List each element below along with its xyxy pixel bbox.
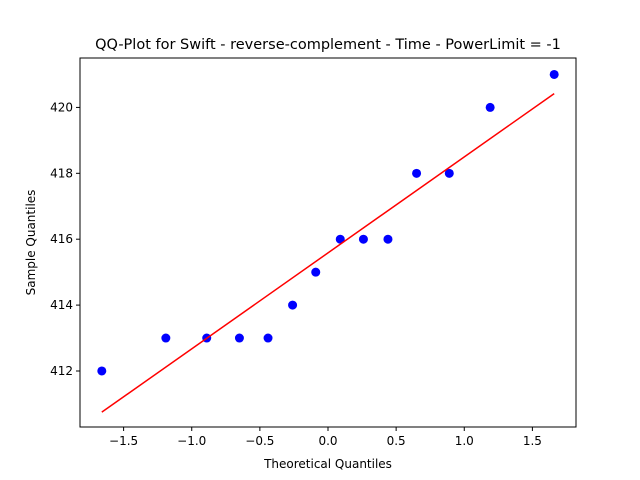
x-tick-label: 0.0 [318, 434, 337, 448]
data-point [288, 300, 298, 310]
x-axis-label: Theoretical Quantiles [263, 457, 392, 471]
chart-title: QQ-Plot for Swift - reverse-complement -… [95, 37, 561, 53]
x-tick-label: 0.5 [387, 434, 406, 448]
data-point [549, 69, 559, 79]
y-tick-label: 418 [50, 166, 73, 180]
y-axis-label: Sample Quantiles [24, 190, 38, 296]
x-tick-label: 1.5 [523, 434, 542, 448]
data-point [412, 168, 422, 178]
data-point [97, 366, 107, 376]
x-tick-label: −0.5 [245, 434, 274, 448]
y-axis-ticks: 412 414 416 418 420 [50, 100, 80, 378]
data-point [358, 234, 368, 244]
x-tick-label: −1.0 [177, 434, 206, 448]
x-tick-label: −1.5 [109, 434, 138, 448]
data-point [444, 168, 454, 178]
y-tick-label: 416 [50, 232, 73, 246]
data-point [383, 234, 393, 244]
data-point [263, 333, 273, 343]
y-tick-label: 412 [50, 364, 73, 378]
x-axis-ticks: −1.5 −1.0 −0.5 0.0 0.5 1.0 1.5 [109, 427, 542, 448]
data-point [311, 267, 321, 277]
data-point [485, 102, 495, 112]
plot-area [97, 69, 559, 413]
x-tick-label: 1.0 [455, 434, 474, 448]
data-point [234, 333, 244, 343]
y-tick-label: 420 [50, 100, 73, 114]
data-point [161, 333, 171, 343]
data-point [335, 234, 345, 244]
fit-line [101, 92, 555, 413]
y-tick-label: 414 [50, 298, 73, 312]
